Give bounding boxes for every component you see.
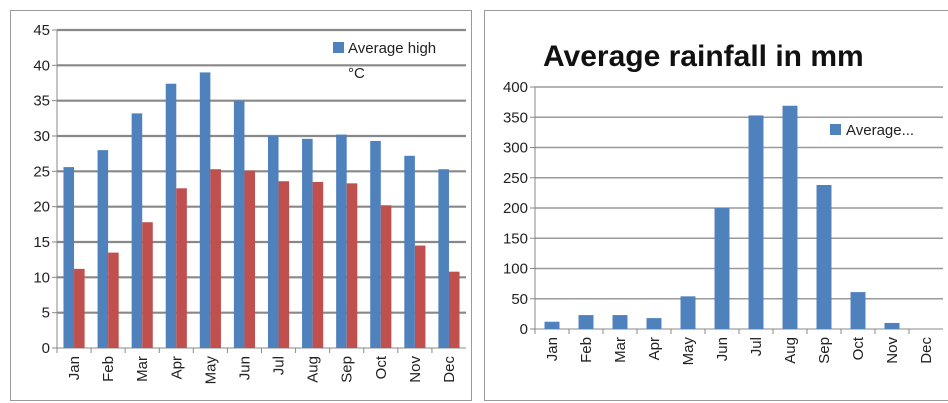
y-tick-label: 200 <box>503 200 528 217</box>
rainfall-chart: 0 50 100 150 200 250 300 350 400 Jan Feb Mar Apr May J… <box>484 0 948 403</box>
y-tick-label: 35 <box>33 93 50 110</box>
bar-oct-series-1 <box>370 141 381 348</box>
y-tick-label: 50 <box>511 291 528 308</box>
x-tick-label: Apr <box>168 356 185 379</box>
y-tick-label: 15 <box>33 234 50 251</box>
x-tick-label: Oct <box>850 336 867 360</box>
y-tick-label: 0 <box>42 340 50 357</box>
bar-sep-series-1 <box>817 185 832 329</box>
legend-label: Average high <box>348 40 436 57</box>
bar-oct-series-2 <box>381 205 392 348</box>
bar-mar-series-1 <box>613 315 628 329</box>
bar-oct-series-1 <box>851 292 866 329</box>
x-tick-label: Dec <box>918 337 935 364</box>
x-tick-label: Dec <box>441 356 458 383</box>
x-tick-label: Sep <box>816 337 833 364</box>
legend-swatch-average-high <box>333 42 344 53</box>
legend-swatch-average <box>830 124 841 135</box>
x-tick-label: Aug <box>305 356 322 383</box>
bar-sep-series-2 <box>347 183 358 348</box>
y-tick-label: 20 <box>33 199 50 216</box>
bar-aug-series-2 <box>313 182 324 348</box>
bar-jul-series-1 <box>749 115 764 329</box>
bar-aug-series-1 <box>783 106 798 329</box>
x-tick-label: Jul <box>271 356 288 375</box>
y-tick-label: 40 <box>33 57 50 74</box>
x-tick-label: Oct <box>373 355 390 379</box>
y-tick-label: 0 <box>520 321 528 338</box>
x-tick-label: Mar <box>612 337 629 363</box>
y-tick-label: 30 <box>33 128 50 145</box>
y-tick-label: 400 <box>503 79 528 96</box>
bar-nov-series-2 <box>415 246 426 348</box>
temperature-chart: 0 5 10 15 20 25 30 35 40 45 Jan Feb Mar Apr May Jun Jul A… <box>0 0 476 403</box>
bar-nov-series-1 <box>404 156 415 348</box>
x-tick-label: Apr <box>646 337 663 360</box>
bar-jan-series-2 <box>74 269 85 348</box>
temperature-chart-panel: 0 5 10 15 20 25 30 35 40 45 Jan Feb Mar Apr May Jun Jul A… <box>0 0 476 403</box>
legend-label: Average... <box>846 122 914 139</box>
x-tick-label: Nov <box>884 337 901 364</box>
bar-jul-series-2 <box>279 181 290 348</box>
y-tick-label: 25 <box>33 163 50 180</box>
bar-sep-series-1 <box>336 135 347 348</box>
y-tick-label: 300 <box>503 140 528 157</box>
bar-nov-series-1 <box>885 323 900 329</box>
bar-aug-series-1 <box>302 139 313 348</box>
bar-jun-series-1 <box>234 101 245 348</box>
y-tick-label: 10 <box>33 269 50 286</box>
y-tick-label: 100 <box>503 261 528 278</box>
bar-feb-series-2 <box>108 253 119 348</box>
bar-may-series-1 <box>681 296 696 329</box>
x-tick-label: Sep <box>339 356 356 383</box>
bar-may-series-2 <box>210 169 221 348</box>
x-tick-label: Feb <box>100 356 117 382</box>
bar-feb-series-1 <box>579 315 594 329</box>
x-tick-label: Jun <box>714 337 731 361</box>
y-tick-label: 45 <box>33 22 50 39</box>
y-tick-label: 5 <box>42 305 50 322</box>
bar-jan-series-1 <box>63 167 74 348</box>
bar-mar-series-2 <box>142 222 153 348</box>
bar-dec-series-1 <box>438 169 449 348</box>
bar-mar-series-1 <box>132 113 143 348</box>
bar-jun-series-2 <box>244 171 255 348</box>
bar-jan-series-1 <box>545 322 560 329</box>
bar-jun-series-1 <box>715 208 730 329</box>
bar-apr-series-2 <box>176 188 187 348</box>
x-tick-label: Aug <box>782 337 799 364</box>
x-tick-label: May <box>202 356 219 385</box>
x-tick-label: Jan <box>544 337 561 361</box>
x-tick-label: Jan <box>66 356 83 380</box>
x-tick-label: Nov <box>407 356 424 383</box>
legend-label-unit: °C <box>348 65 365 82</box>
bar-feb-series-1 <box>98 150 109 348</box>
y-tick-label: 250 <box>503 170 528 187</box>
y-tick-label: 350 <box>503 109 528 126</box>
bar-may-series-1 <box>200 72 211 348</box>
rainfall-chart-panel: 0 50 100 150 200 250 300 350 400 Jan Feb Mar Apr May J… <box>484 0 948 403</box>
bar-jul-series-1 <box>268 136 279 348</box>
x-tick-label: Feb <box>578 337 595 363</box>
y-tick-label: 150 <box>503 230 528 247</box>
x-tick-label: May <box>680 337 697 366</box>
x-tick-label: Mar <box>134 356 151 382</box>
bar-apr-series-1 <box>166 84 177 348</box>
chart-title: Average rainfall in mm <box>543 40 864 73</box>
bar-apr-series-1 <box>647 318 662 329</box>
x-tick-label: Jun <box>236 356 253 380</box>
x-tick-label: Jul <box>748 337 765 356</box>
bar-dec-series-2 <box>449 272 460 348</box>
